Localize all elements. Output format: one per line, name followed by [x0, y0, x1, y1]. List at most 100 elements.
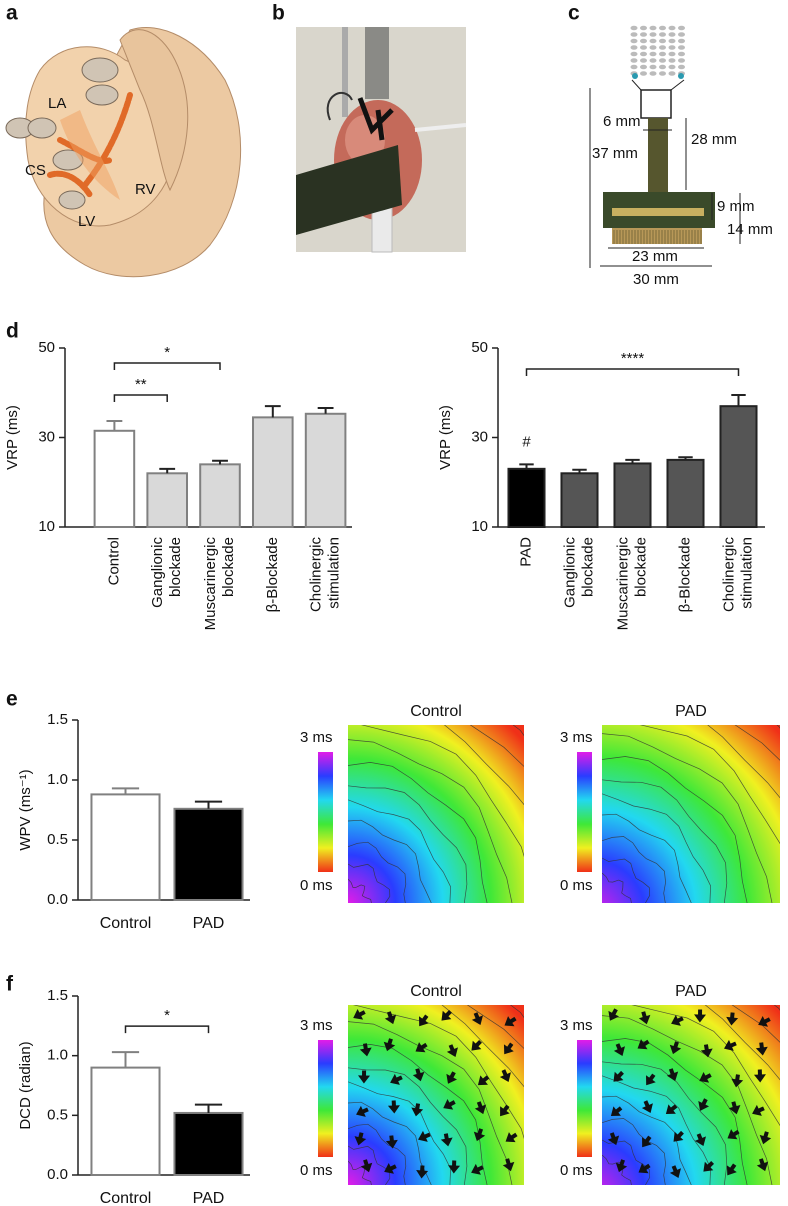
- vector-arrowhead: [638, 1163, 649, 1174]
- electrode: [640, 45, 647, 50]
- heart-label: LA: [48, 95, 66, 112]
- vector-arrowhead: [446, 1047, 458, 1058]
- map-title: PAD: [675, 703, 707, 720]
- error-bar: [194, 1103, 223, 1113]
- vector-arrowhead: [384, 1014, 397, 1025]
- vector-arrowhead: [418, 1130, 428, 1142]
- contour-line: [776, 725, 780, 729]
- vector-arrowhead: [411, 1107, 424, 1117]
- contour-line: [707, 725, 780, 799]
- vector-arrowhead: [694, 1136, 706, 1147]
- electrode: [630, 64, 638, 70]
- dimension-label: 6 mm: [603, 113, 641, 130]
- y-axis-label: WPV (ms⁻¹): [17, 769, 34, 850]
- y-tick-label: 1.5: [47, 987, 68, 1004]
- error-bar: [194, 800, 223, 809]
- x-tick-label: β-Blockade: [264, 537, 281, 612]
- x-tick-label-line: Ganglionic: [149, 537, 166, 608]
- panel-label: c: [568, 2, 580, 25]
- x-tick-label: Muscarinergicblockade: [202, 537, 237, 631]
- panel-label: e: [6, 688, 18, 711]
- contour-line: [466, 1005, 524, 1049]
- vector-arrowhead: [385, 1139, 398, 1149]
- heart-label: CS: [25, 162, 46, 179]
- electrode: [649, 38, 657, 44]
- electrode: [649, 25, 657, 31]
- significance-label: *: [164, 344, 170, 361]
- x-tick-label: Control: [100, 915, 152, 932]
- vector-arrowhead: [415, 1042, 426, 1053]
- y-tick-label: 50: [471, 339, 488, 356]
- x-tick-label-line: Ganglionic: [561, 537, 578, 608]
- vector-arrowhead: [637, 1039, 648, 1050]
- electrode: [659, 51, 666, 57]
- vector-arrowhead: [703, 1161, 714, 1172]
- electrode: [668, 38, 676, 44]
- map-title: Control: [410, 983, 462, 1000]
- vector-arrowhead: [638, 1014, 651, 1025]
- x-tick-label: PAD: [193, 915, 225, 932]
- vector-arrowhead: [502, 1161, 515, 1172]
- contour-line: [704, 1005, 780, 1081]
- vector-arrowhead: [360, 1162, 373, 1173]
- vector-arrowhead: [504, 1016, 515, 1027]
- y-tick-label: 30: [38, 428, 55, 445]
- vector-arrowhead: [505, 1132, 516, 1143]
- electrode: [668, 45, 676, 50]
- contour-line: [602, 836, 666, 903]
- heart-photo: [296, 27, 467, 253]
- panel-label: b: [272, 2, 285, 25]
- bar: [560, 472, 599, 528]
- bar: [613, 462, 652, 528]
- colorbar-label: 3 ms: [300, 729, 333, 746]
- contour-line: [352, 1005, 524, 1140]
- significance-bracket: [113, 394, 168, 402]
- y-tick-label: 50: [38, 339, 55, 356]
- error-bar: [159, 467, 176, 474]
- x-tick-label-line: blockade: [579, 537, 596, 597]
- map-title: Control: [410, 703, 462, 720]
- contour-line: [512, 725, 524, 737]
- vector-arrowhead: [694, 1014, 707, 1023]
- vector-arrowhead: [671, 1014, 681, 1026]
- colorbar-label: 0 ms: [300, 1162, 333, 1179]
- vector-arrowhead: [418, 1016, 429, 1027]
- vector-arrowhead: [613, 1046, 625, 1057]
- error-bar: [519, 463, 534, 469]
- activation-map: [348, 1005, 524, 1185]
- vector-arrowhead: [448, 1165, 461, 1174]
- colorbar-label: 3 ms: [560, 1017, 593, 1034]
- activation-map: [602, 1005, 780, 1185]
- significance-bracket: [124, 1025, 210, 1034]
- electrode: [630, 51, 638, 57]
- contour-line: [348, 1145, 391, 1185]
- x-tick-label: Cholinergicstimulation: [720, 537, 755, 613]
- vector-arrowhead: [727, 1129, 738, 1140]
- contour-line: [348, 762, 488, 903]
- x-tick-label: Ganglionicblockade: [561, 537, 596, 608]
- x-tick-label-line: Control: [105, 537, 122, 585]
- vector-arrowhead: [665, 1104, 676, 1115]
- vector-arrowhead: [358, 1075, 371, 1084]
- vector-arrowhead: [443, 1099, 454, 1110]
- panel-label: f: [6, 973, 14, 996]
- electrode: [678, 38, 685, 44]
- error-bar: [212, 459, 228, 465]
- error-bar: [111, 787, 140, 795]
- vector-arrowhead: [416, 1170, 429, 1179]
- dimension-label: 23 mm: [632, 248, 678, 265]
- electrode: [659, 58, 666, 63]
- vector-arrowhead: [353, 1008, 364, 1020]
- electrode: [678, 25, 685, 31]
- electrode: [678, 58, 685, 63]
- contour-line: [348, 1067, 468, 1185]
- bar: [666, 458, 705, 528]
- y-axis-label: VRP (ms): [4, 405, 21, 470]
- vector-arrowhead: [499, 1072, 511, 1082]
- contour-line: [602, 793, 711, 903]
- electrode: [649, 58, 657, 63]
- contours: [348, 725, 524, 903]
- bar: [90, 793, 161, 902]
- y-tick-label: 0.0: [47, 1166, 68, 1183]
- vector-arrowhead: [356, 1105, 366, 1117]
